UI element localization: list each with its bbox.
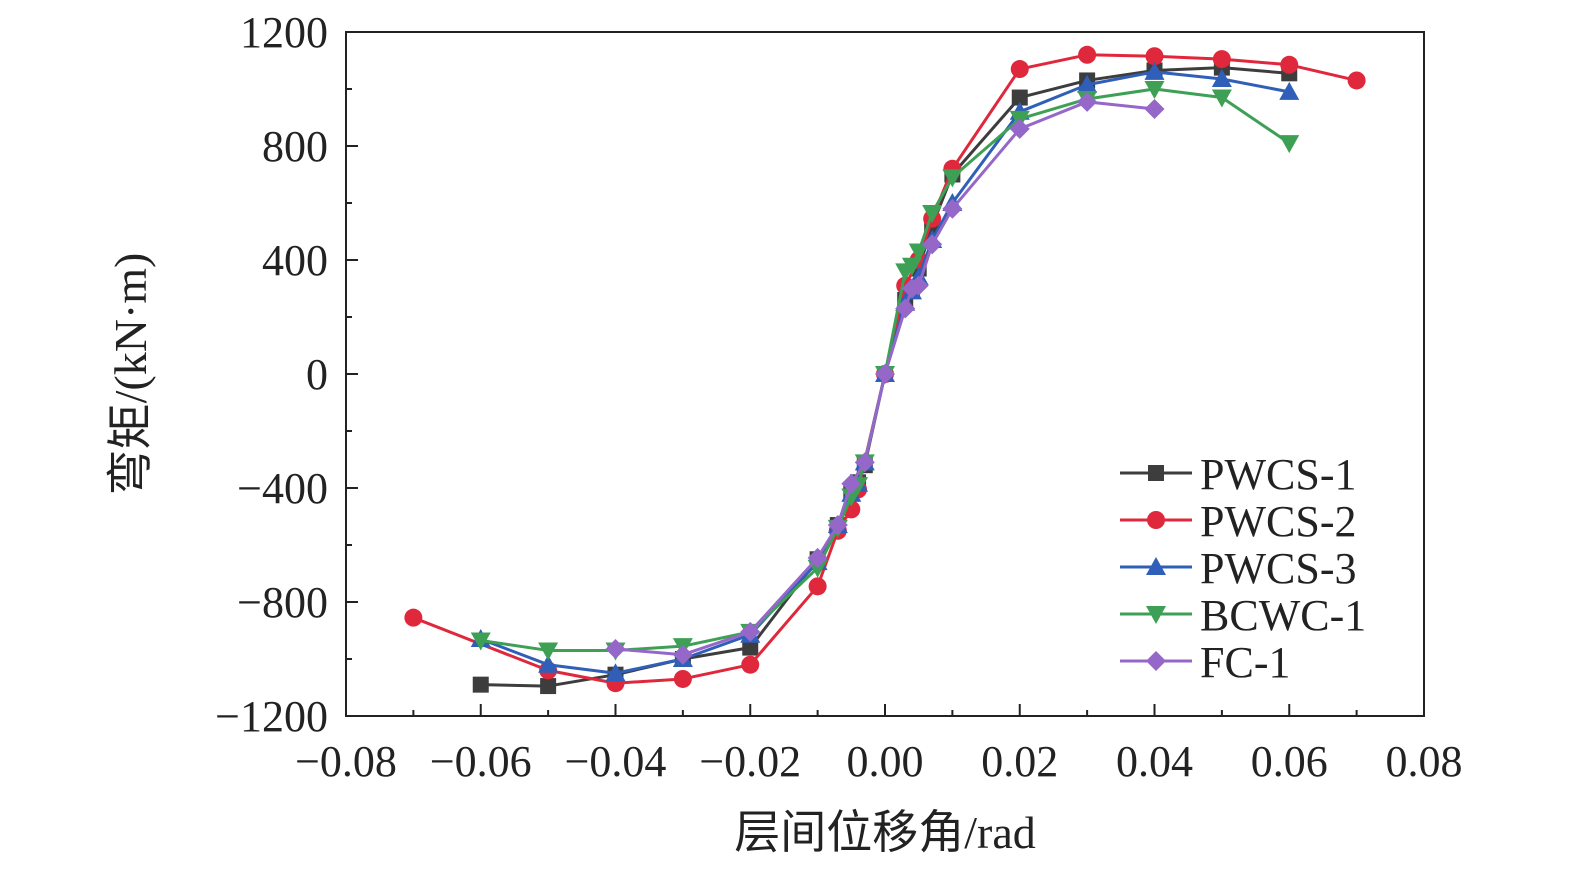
legend-item: BCWC-1 (1120, 591, 1366, 640)
y-tick-label: −1200 (215, 692, 328, 741)
data-point (1144, 98, 1165, 119)
legend-label: PWCS-2 (1200, 497, 1356, 546)
series-line (615, 100, 1155, 657)
data-point (1011, 89, 1028, 106)
data-point (1010, 60, 1029, 79)
x-tick-label: −0.06 (430, 737, 532, 786)
legend-item: FC-1 (1120, 638, 1290, 687)
legend-label: BCWC-1 (1200, 591, 1366, 640)
data-point (742, 639, 759, 656)
data-point (1280, 55, 1299, 74)
data-point (1347, 71, 1366, 90)
data-point (895, 298, 916, 319)
y-tick-label: 400 (262, 236, 328, 285)
data-point (922, 234, 943, 255)
x-tick-label: 0.08 (1386, 737, 1463, 786)
data-point (1078, 45, 1097, 64)
legend-label: FC-1 (1200, 638, 1290, 687)
legend-swatch-marker (1146, 557, 1166, 575)
x-tick-label: 0.04 (1116, 737, 1193, 786)
series-layer (404, 45, 1366, 695)
legend-item: PWCS-1 (1120, 450, 1356, 499)
y-tick-label: −800 (237, 578, 328, 627)
data-point (740, 621, 761, 642)
data-point (827, 515, 848, 536)
legend-label: PWCS-3 (1200, 544, 1356, 593)
data-point (942, 198, 963, 219)
data-point (1144, 81, 1165, 99)
data-point (875, 364, 895, 384)
x-tick-label: −0.08 (295, 737, 397, 786)
data-point (1212, 50, 1231, 69)
y-tick-label: −400 (237, 464, 328, 513)
y-tick-label: 0 (306, 350, 328, 399)
data-point (908, 275, 929, 296)
x-tick-label: −0.04 (565, 737, 667, 786)
data-point (540, 678, 557, 695)
x-axis-title: 层间位移角/rad (734, 807, 1036, 858)
y-tick-label: 1200 (240, 8, 328, 57)
data-point (808, 577, 827, 596)
data-point (1279, 81, 1300, 100)
y-axis: −1200 −800 −400 0 400 800 1200 (215, 8, 358, 741)
y-axis-title: 弯矩/(kN·m) (105, 253, 156, 496)
data-point (672, 644, 693, 665)
data-point (1077, 91, 1098, 112)
data-point (673, 669, 692, 688)
data-point (1009, 118, 1030, 139)
legend-label: PWCS-1 (1200, 450, 1356, 499)
x-tick-label: 0.02 (981, 737, 1058, 786)
data-point (1279, 135, 1300, 154)
data-point (841, 488, 862, 507)
data-point (741, 655, 760, 674)
legend-swatch-marker (1146, 606, 1166, 624)
data-point (1077, 74, 1098, 93)
legend-swatch-marker (1147, 511, 1165, 529)
x-tick-label: 0.00 (847, 737, 924, 786)
y-tick-label: 800 (262, 122, 328, 171)
data-point (908, 243, 929, 262)
data-point (1211, 69, 1232, 88)
data-point (854, 452, 875, 473)
data-point (841, 473, 862, 494)
data-point (922, 204, 943, 223)
legend-swatch-marker (1148, 465, 1164, 481)
data-point (472, 676, 489, 693)
data-point (807, 547, 828, 568)
series-fc-1 (605, 91, 1165, 665)
legend-item: PWCS-3 (1120, 544, 1356, 593)
legend-item: PWCS-2 (1120, 497, 1356, 546)
data-point (1144, 61, 1165, 80)
x-tick-label: 0.06 (1251, 737, 1328, 786)
data-point (605, 663, 626, 682)
data-point (901, 257, 922, 276)
data-point (538, 654, 559, 673)
data-point (605, 639, 626, 660)
x-axis: −0.08 −0.06 −0.04 −0.02 0.00 0.02 0.04 0.06 0.08 (295, 704, 1463, 786)
data-point (942, 169, 963, 188)
data-point (470, 632, 491, 651)
x-tick-label: −0.02 (699, 737, 801, 786)
data-point (1145, 47, 1164, 66)
data-point (538, 642, 559, 661)
data-point (1211, 89, 1232, 108)
data-point (404, 608, 423, 627)
legend-swatch-marker (1146, 651, 1166, 671)
